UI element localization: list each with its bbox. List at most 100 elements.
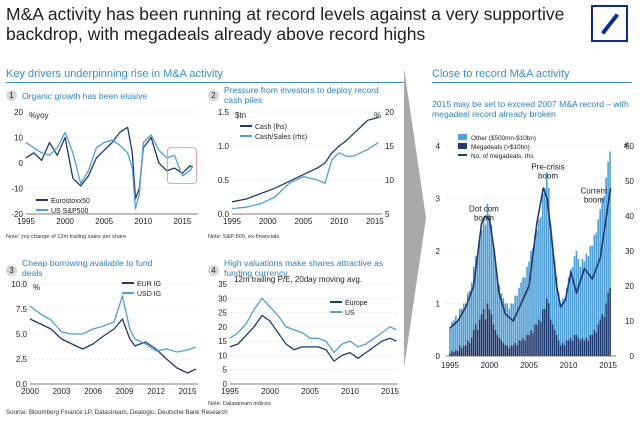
bar-other — [506, 303, 509, 346]
bar-other — [490, 224, 493, 314]
bar-megadeals — [567, 340, 570, 356]
y-tick-label: 5 — [223, 366, 228, 375]
legend-label: Megadeals (>$10bn) — [471, 144, 530, 151]
y2-tick-label: 50 — [625, 177, 634, 186]
bar-other — [502, 298, 505, 343]
y2-axis-label: % — [374, 111, 381, 120]
highlight-box — [167, 147, 197, 184]
bar-other — [583, 261, 586, 341]
bar-megadeals — [595, 332, 598, 357]
x-tick-label: 1995 — [17, 217, 35, 226]
x-tick-label: 2015 — [173, 217, 191, 226]
bar-other — [593, 235, 596, 330]
legend-swatch — [458, 134, 467, 140]
y2-tick-label: 20 — [385, 108, 394, 117]
x-tick-label: 1995 — [223, 217, 241, 226]
annotation-label: Current — [581, 186, 608, 195]
bar-megadeals — [514, 342, 516, 357]
bar-other — [466, 293, 469, 341]
legend-label: USD IG — [137, 291, 161, 298]
bar-other — [591, 245, 594, 335]
bar-megadeals — [540, 321, 542, 357]
legend-label: Other ($500mn-$10bn) — [471, 135, 536, 142]
bar-other — [569, 269, 572, 338]
bar-megadeals — [581, 337, 584, 357]
bar-megadeals — [597, 324, 600, 356]
y-tick-label: 25 — [218, 309, 227, 318]
bar-megadeals — [486, 303, 489, 356]
annotation-label: Pre-crisis — [531, 163, 564, 172]
bar-other — [585, 253, 588, 338]
bar-megadeals — [528, 335, 530, 356]
bar-other — [547, 188, 550, 304]
bar-megadeals — [455, 349, 457, 356]
bar-other — [464, 303, 467, 346]
bar-other — [595, 232, 598, 333]
bar-other — [579, 266, 582, 341]
bar-other — [518, 287, 520, 341]
bar-megadeals — [506, 345, 509, 356]
x-tick-label: 2005 — [95, 217, 113, 226]
x-tick-label: 2012 — [147, 387, 165, 396]
bar-megadeals — [512, 345, 515, 356]
series-line-us-s-p500 — [25, 131, 194, 210]
annotation-label: boom — [474, 214, 494, 223]
page-title: M&A activity has been running at record … — [6, 4, 565, 44]
y-tick-label: 0.5 — [218, 176, 230, 185]
y2-tick-label: 20 — [625, 282, 634, 291]
bar-megadeals — [522, 337, 524, 357]
bar-other — [561, 298, 564, 343]
panel-4-note: Note: Datastream indices — [208, 401, 271, 407]
panel-2-note: Note: S&P 500, ex-financials — [208, 234, 280, 240]
bar-megadeals — [542, 308, 544, 356]
series-line-cash-lhs- — [231, 116, 379, 203]
series-line-cash-sales-rhs- — [231, 142, 379, 210]
bar-other — [453, 320, 455, 352]
bar-megadeals — [504, 345, 507, 356]
bar-other — [546, 172, 548, 299]
bar-megadeals — [585, 337, 588, 357]
bar-other — [510, 303, 513, 346]
bar-megadeals — [571, 340, 574, 356]
left-section-heading: Key drivers underpinning rise in M&A act… — [6, 68, 224, 80]
bar-megadeals — [502, 342, 505, 357]
x-tick-label: 2000 — [259, 217, 277, 226]
ma-chart-title: 2015 may be set to exceed 2007 M&A recor… — [432, 99, 629, 119]
x-tick-label: 2015 — [366, 217, 384, 226]
bar-megadeals — [555, 335, 558, 356]
bar-megadeals — [459, 345, 461, 356]
y-tick-label: 0 — [436, 352, 441, 361]
y2-tick-label: 15 — [385, 142, 394, 151]
legend-label: US S&P500 — [51, 208, 88, 215]
bar-megadeals — [461, 348, 463, 357]
bar-megadeals — [472, 329, 475, 356]
panel-3-title: Cheap borrowing available to fund deals — [22, 258, 153, 278]
bar-other — [524, 277, 526, 341]
bar-megadeals — [510, 345, 513, 356]
y-tick-label: -10 — [11, 185, 23, 194]
bar-other — [607, 161, 609, 293]
series-line-no-of-megadeals — [449, 187, 612, 329]
panel-2-title: Pressure from investors to deploy record… — [224, 85, 379, 105]
legend-label: Cash (lhs) — [255, 124, 287, 131]
bar-other — [571, 266, 574, 341]
bar-other — [451, 321, 453, 351]
x-tick-label: 2000 — [261, 387, 279, 396]
bar-other — [520, 282, 522, 341]
bar-megadeals — [534, 324, 536, 356]
bar-megadeals — [569, 337, 572, 357]
legend-label: US — [345, 310, 355, 317]
bar-megadeals — [449, 353, 451, 357]
y2-tick-label: 10 — [625, 317, 634, 326]
bar-megadeals — [508, 348, 511, 357]
bar-other — [581, 258, 584, 338]
bar-megadeals — [524, 340, 526, 356]
bar-megadeals — [593, 329, 596, 356]
bar-other — [534, 235, 536, 325]
bar-megadeals — [488, 308, 491, 356]
bar-megadeals — [476, 329, 479, 356]
bar-other — [522, 277, 524, 338]
